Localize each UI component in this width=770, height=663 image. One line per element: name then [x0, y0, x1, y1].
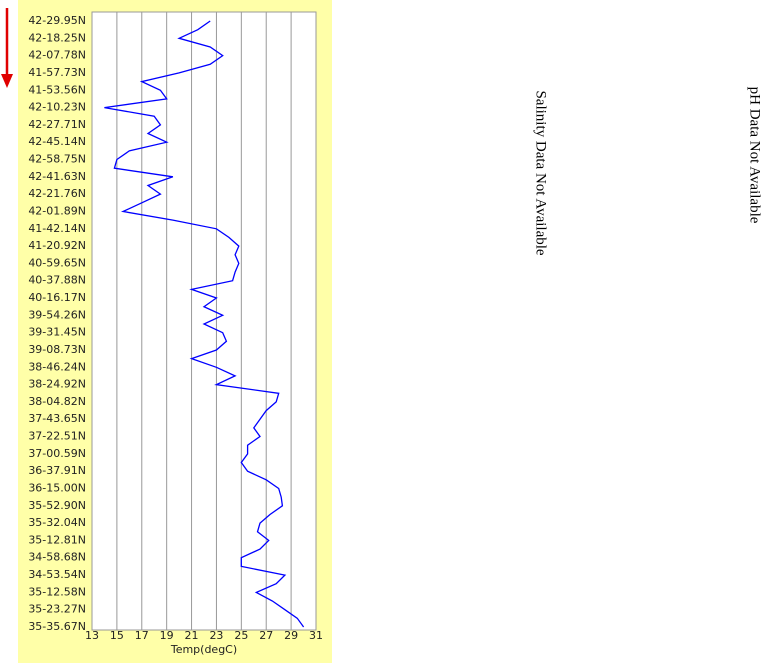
y-tick-label: 42-07.78N: [28, 49, 86, 62]
y-tick-label: 34-58.68N: [28, 551, 86, 564]
y-tick-label: 35-32.04N: [28, 516, 86, 529]
y-tick-label: 41-57.73N: [28, 66, 86, 79]
x-tick-label: 25: [234, 629, 248, 642]
y-tick-label: 37-43.65N: [28, 412, 86, 425]
y-tick-label: 39-54.26N: [28, 308, 86, 321]
y-tick-label: 36-15.00N: [28, 481, 86, 494]
direction-arrow: [1, 8, 13, 88]
y-tick-label: 42-45.14N: [28, 135, 86, 148]
y-tick-label: 35-23.27N: [28, 603, 86, 616]
x-tick-label: 23: [209, 629, 223, 642]
y-tick-label: 41-42.14N: [28, 222, 86, 235]
y-tick-label: 35-12.58N: [28, 585, 86, 598]
x-tick-label: 27: [259, 629, 273, 642]
y-tick-label: 42-27.71N: [28, 118, 86, 131]
y-tick-label: 39-08.73N: [28, 343, 86, 356]
y-tick-label: 41-53.56N: [28, 83, 86, 96]
y-tick-label: 42-10.23N: [28, 101, 86, 114]
y-tick-label: 42-01.89N: [28, 204, 86, 217]
y-tick-label: 41-20.92N: [28, 239, 86, 252]
y-tick-label: 37-00.59N: [28, 447, 86, 460]
y-tick-label: 42-29.95N: [28, 14, 86, 27]
y-tick-label: 38-24.92N: [28, 378, 86, 391]
x-tick-label: 15: [110, 629, 124, 642]
y-tick-label: 35-12.81N: [28, 533, 86, 546]
y-tick-label: 37-22.51N: [28, 430, 86, 443]
y-tick-label: 36-37.91N: [28, 464, 86, 477]
annotation: Salinity Data Not Available: [533, 90, 549, 255]
y-tick-label: 42-41.63N: [28, 170, 86, 183]
y-tick-label: 35-52.90N: [28, 499, 86, 512]
y-tick-label: 40-59.65N: [28, 256, 86, 269]
x-tick-label: 29: [284, 629, 298, 642]
y-tick-label: 38-46.24N: [28, 360, 86, 373]
annotation: pH Data Not Available: [747, 87, 763, 224]
temperature-line: [104, 20, 305, 628]
x-tick-label: 17: [135, 629, 149, 642]
y-tick-label: 35-35.67N: [28, 620, 86, 633]
y-tick-label: 42-21.76N: [28, 187, 86, 200]
x-tick-label: 19: [160, 629, 174, 642]
y-tick-label: 42-58.75N: [28, 153, 86, 166]
x-tick-label: 13: [85, 629, 99, 642]
y-tick-label: 40-16.17N: [28, 291, 86, 304]
x-tick-label: 21: [185, 629, 199, 642]
y-tick-label: 42-18.25N: [28, 31, 86, 44]
y-tick-label: 40-37.88N: [28, 274, 86, 287]
y-tick-label: 39-31.45N: [28, 326, 86, 339]
x-tick-label: 31: [309, 629, 323, 642]
y-tick-label: 34-53.54N: [28, 568, 86, 581]
y-tick-label: 38-04.82N: [28, 395, 86, 408]
x-axis-label: Temp(degC): [170, 643, 237, 656]
plot-area: [91, 11, 317, 631]
